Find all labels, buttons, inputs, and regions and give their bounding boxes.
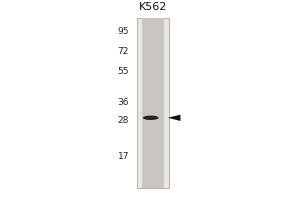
- Text: 36: 36: [118, 98, 129, 107]
- Text: 55: 55: [118, 67, 129, 76]
- Text: 95: 95: [118, 27, 129, 36]
- Polygon shape: [168, 115, 181, 121]
- Text: K562: K562: [139, 2, 167, 12]
- Ellipse shape: [143, 116, 159, 120]
- Text: 17: 17: [118, 152, 129, 161]
- Bar: [136, 18, 169, 188]
- Text: 72: 72: [118, 47, 129, 56]
- Bar: [142, 18, 164, 188]
- Text: 28: 28: [118, 116, 129, 125]
